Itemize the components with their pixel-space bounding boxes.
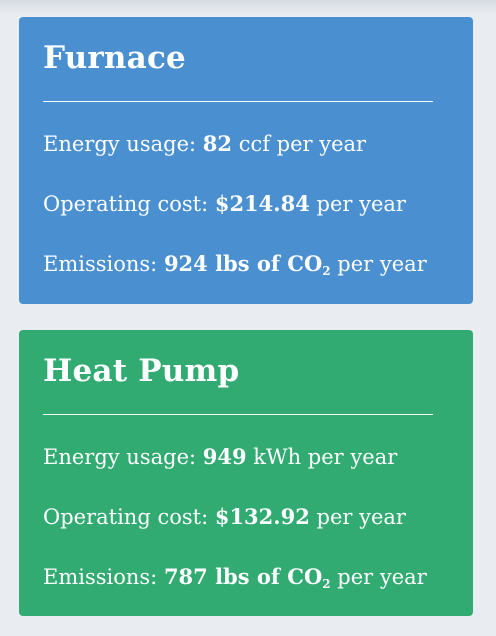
co2-subscript: 2 — [322, 577, 331, 591]
energy-usage-unit: kWh per year — [253, 445, 398, 469]
co2-subscript: 2 — [322, 264, 331, 278]
energy-usage-row: Energy usage: 949 kWh per year — [43, 427, 449, 487]
emissions-row: Emissions: 924 lbs of CO2 per year — [43, 234, 449, 294]
emissions-label: Emissions: — [43, 565, 158, 589]
top-shadow — [0, 0, 496, 14]
energy-usage-value: 949 — [202, 444, 247, 469]
energy-usage-row: Energy usage: 82 ccf per year — [43, 114, 449, 174]
furnace-card: Furnace Energy usage: 82 ccf per year Op… — [19, 17, 473, 304]
divider — [43, 101, 433, 102]
stats-list: Energy usage: 82 ccf per year Operating … — [43, 114, 449, 294]
heat-pump-card: Heat Pump Energy usage: 949 kWh per year… — [19, 330, 473, 616]
emissions-unit: per year — [337, 565, 427, 589]
operating-cost-row: Operating cost: $132.92 per year — [43, 487, 449, 547]
divider — [43, 414, 433, 415]
stats-list: Energy usage: 949 kWh per year Operating… — [43, 427, 449, 607]
energy-usage-label: Energy usage: — [43, 132, 197, 156]
operating-cost-value: $214.84 — [214, 191, 310, 216]
emissions-value: 787 lbs of CO2 — [163, 564, 331, 591]
energy-usage-unit: ccf per year — [238, 132, 367, 156]
emissions-unit: per year — [337, 252, 427, 276]
card-title: Furnace — [43, 40, 186, 76]
emissions-row: Emissions: 787 lbs of CO2 per year — [43, 547, 449, 607]
operating-cost-row: Operating cost: $214.84 per year — [43, 174, 449, 234]
emissions-value: 924 lbs of CO2 — [163, 251, 331, 278]
card-title: Heat Pump — [43, 353, 240, 389]
operating-cost-value: $132.92 — [214, 504, 310, 529]
operating-cost-label: Operating cost: — [43, 505, 209, 529]
energy-usage-label: Energy usage: — [43, 445, 197, 469]
energy-usage-value: 82 — [202, 131, 232, 156]
operating-cost-unit: per year — [316, 505, 406, 529]
emissions-label: Emissions: — [43, 252, 158, 276]
operating-cost-label: Operating cost: — [43, 192, 209, 216]
operating-cost-unit: per year — [316, 192, 406, 216]
